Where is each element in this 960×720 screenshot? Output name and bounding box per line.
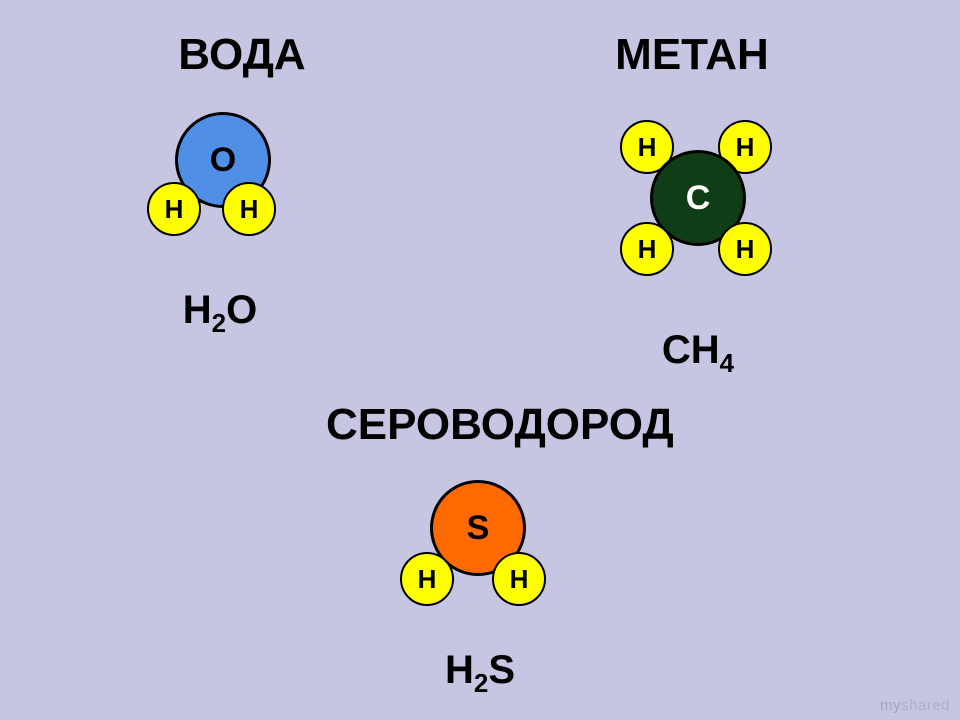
methane-title: МЕТАН — [542, 30, 842, 80]
atom-hydrogen: Н — [620, 222, 674, 276]
atom-label: Н — [736, 234, 755, 265]
h2s-formula: H2S — [380, 650, 580, 696]
atom-hydrogen: Н — [400, 552, 454, 606]
watermark-prefix: my — [880, 697, 901, 714]
atom-label: Н — [418, 564, 437, 595]
atom-label: С — [686, 179, 711, 218]
methane-formula: CH4 — [598, 330, 798, 376]
water-formula: H2O — [120, 290, 320, 336]
molecule-diagram: ВОДА О Н Н H2O МЕТАН Н Н С Н Н CH4 СЕРОВ… — [0, 0, 960, 720]
atom-label: Н — [736, 132, 755, 163]
atom-label: Н — [165, 194, 184, 225]
water-title: ВОДА — [92, 30, 392, 80]
watermark-suffix: shared — [901, 697, 950, 714]
atom-label: S — [467, 509, 490, 548]
atom-hydrogen: Н — [718, 222, 772, 276]
watermark: myshared — [880, 697, 950, 714]
atom-label: Н — [638, 132, 657, 163]
atom-label: Н — [240, 194, 259, 225]
atom-hydrogen: Н — [147, 182, 201, 236]
atom-label: О — [210, 141, 236, 180]
atom-hydrogen: Н — [222, 182, 276, 236]
h2s-title: СЕРОВОДОРОД — [326, 400, 626, 450]
atom-hydrogen: Н — [492, 552, 546, 606]
atom-label: Н — [638, 234, 657, 265]
atom-label: Н — [510, 564, 529, 595]
